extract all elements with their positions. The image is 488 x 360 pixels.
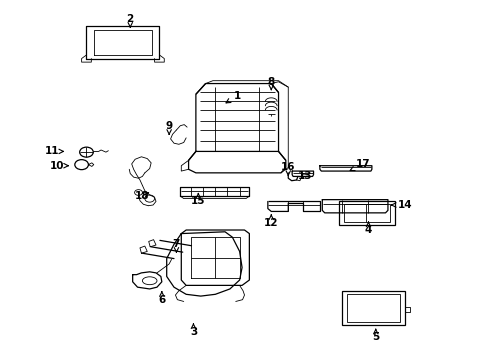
Text: 1: 1 (225, 91, 240, 103)
Bar (346, 294, 399, 322)
Text: 10: 10 (50, 161, 68, 171)
Text: 6: 6 (158, 292, 165, 305)
Text: 3: 3 (189, 324, 197, 337)
Text: 11: 11 (45, 147, 63, 157)
Text: 7: 7 (172, 239, 180, 252)
Text: 4: 4 (364, 222, 371, 235)
Bar (341, 291, 404, 325)
Text: 2: 2 (126, 14, 134, 27)
Text: 16: 16 (281, 162, 295, 176)
Text: 15: 15 (191, 193, 205, 206)
Text: 5: 5 (371, 329, 379, 342)
Text: 14: 14 (391, 200, 411, 210)
Text: 9: 9 (165, 121, 172, 135)
Text: 18: 18 (135, 191, 149, 201)
Bar (339, 202, 394, 225)
Text: 13: 13 (297, 171, 312, 181)
Bar (344, 204, 389, 222)
Text: 8: 8 (267, 77, 274, 90)
Text: 17: 17 (349, 159, 370, 171)
Text: 12: 12 (264, 215, 278, 228)
